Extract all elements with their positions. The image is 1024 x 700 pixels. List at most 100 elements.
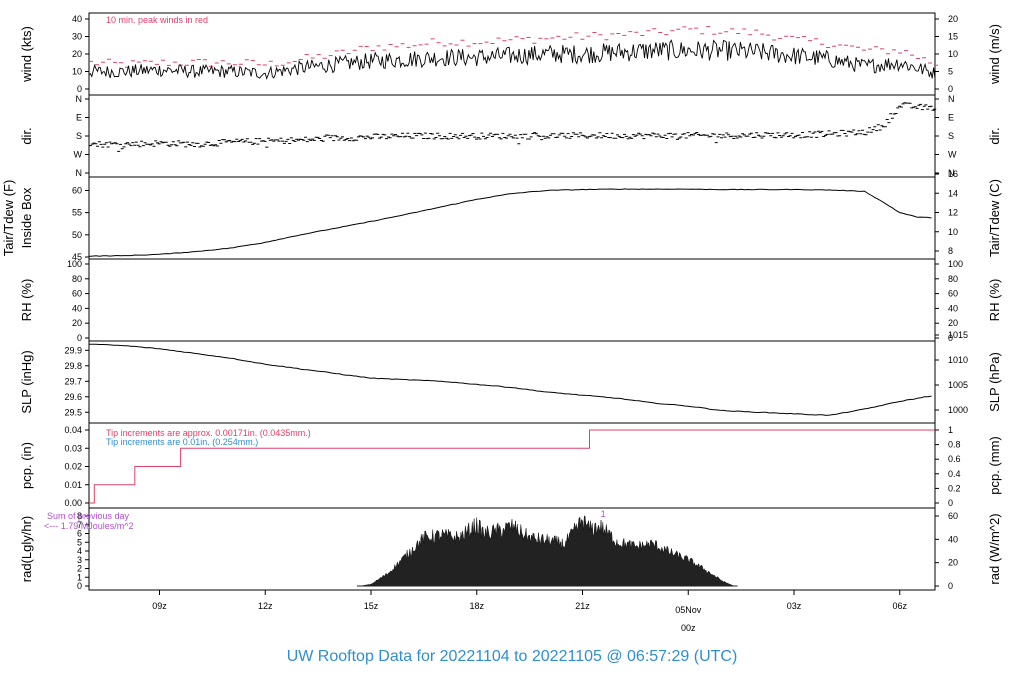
left-tick-label: 0.04	[64, 425, 82, 435]
left-tick-label: 4	[77, 546, 82, 556]
time-tick-label: 18z	[469, 601, 484, 611]
right-tick-label: 16	[948, 169, 958, 179]
right-tick-label: 100	[948, 259, 963, 269]
right-tick-label: 20	[948, 318, 958, 328]
left-axis-label: Tair/Tdew (F)	[1, 180, 16, 257]
left-tick-label: 0	[77, 581, 82, 591]
right-tick-label: 15	[948, 32, 958, 42]
left-tick-label: 20	[72, 49, 82, 59]
right-tick-label: W	[948, 150, 957, 160]
wind-direction-marks	[89, 102, 937, 152]
right-axis-label: rad (W/m^2)	[987, 513, 1002, 584]
sum-note-1: Sum of previous day	[47, 511, 130, 521]
tip-note-1: Tip increments are approx. 0.00171in. (0…	[106, 428, 311, 438]
right-axis-label: RH (%)	[987, 279, 1002, 322]
left-tick-label: 30	[72, 32, 82, 42]
left-tick-label: 20	[72, 318, 82, 328]
left-tick-label: 50	[72, 230, 82, 240]
right-tick-label: 8	[948, 246, 953, 256]
right-axis-label: SLP (hPa)	[987, 352, 1002, 412]
time-tick-label: 21z	[575, 601, 590, 611]
radiation-area	[360, 515, 735, 587]
right-tick-label: 0.4	[948, 469, 961, 479]
time-tick-label: 03z	[787, 601, 802, 611]
left-tick-label: 3	[77, 555, 82, 565]
right-tick-label: N	[948, 168, 955, 178]
right-axis-label: Tair/Tdew (C)	[987, 179, 1002, 257]
left-tick-label: 80	[72, 274, 82, 284]
left-tick-label: 40	[72, 14, 82, 24]
right-tick-label: 1005	[948, 380, 968, 390]
precip-line	[89, 429, 935, 504]
right-tick-label: 0	[948, 333, 953, 343]
left-tick-label: 0	[77, 333, 82, 343]
peak-wind-dashes	[89, 26, 938, 68]
time-tick-label: 15z	[364, 601, 379, 611]
wind-speed-line	[88, 39, 936, 80]
right-tick-label: 0	[948, 498, 953, 508]
left-tick-label: 8	[77, 511, 82, 521]
right-tick-label: 10	[948, 227, 958, 237]
temp-line	[88, 188, 932, 257]
left-axis-label: wind (kts)	[19, 26, 34, 83]
left-tick-label: 100	[67, 259, 82, 269]
left-tick-label: 5	[77, 537, 82, 547]
time-tick-label: 09z	[152, 601, 167, 611]
right-tick-label: 14	[948, 188, 958, 198]
figure-title: UW Rooftop Data for 20221104 to 20221105…	[286, 648, 738, 665]
right-tick-label: 0.6	[948, 454, 961, 464]
right-tick-label: 20	[948, 14, 958, 24]
right-tick-label: 0.2	[948, 483, 961, 493]
panel-rh: 0 20 40 60 80 100 0 20 40 60 80 100 RH (%) RH (%)	[19, 258, 1002, 343]
left-tick-label: 1	[77, 572, 82, 582]
left-tick-label: 29.5	[64, 407, 82, 417]
left-axis-label: RH (%)	[19, 279, 34, 322]
panel-pcp: 0.00 0.01 0.02 0.03 0.04 0 0.2 0.4 0.6 0.8 1 pcp. (…	[19, 422, 1002, 509]
right-tick-label: 80	[948, 274, 958, 284]
rad-marker: 1	[601, 509, 606, 519]
left-tick-label: 29.9	[64, 345, 82, 355]
peak-wind-note: 10 min. peak winds in red	[106, 15, 208, 25]
left-tick-label: 0	[77, 84, 82, 94]
left-axis-label: rad(Lgly/hr)	[19, 516, 34, 582]
left-tick-label: 55	[72, 208, 82, 218]
right-tick-label: 1015	[948, 330, 968, 340]
panel-temp: 45 50 55 60 8 10 12 14 16 Tair/Tdew (F) Inside Box…	[1, 169, 1002, 262]
right-tick-label: 1000	[948, 405, 968, 415]
slp-line	[89, 343, 932, 416]
left-tick-label: S	[76, 131, 82, 141]
left-axis-label: SLP (inHg)	[19, 350, 34, 413]
right-axis-label: dir.	[987, 127, 1002, 144]
panel-wind: 0 10 20 30 40 0 5 10 15 20 wind (kts) wind (m/s) 10 …	[19, 12, 1002, 96]
right-tick-label: 40	[948, 303, 958, 313]
left-axis-label-2: Inside Box	[19, 187, 34, 248]
left-tick-label: 29.6	[64, 392, 82, 402]
right-axis-label: wind (m/s)	[987, 24, 1002, 85]
time-tick-label: 06z	[892, 601, 907, 611]
right-tick-label: 0	[948, 84, 953, 94]
left-tick-label: 40	[72, 303, 82, 313]
left-tick-label: 0.01	[64, 480, 82, 490]
left-tick-label: 60	[72, 289, 82, 299]
midnight-date-label: 05Nov	[675, 605, 702, 615]
left-tick-label: 45	[72, 252, 82, 262]
time-tick-label: 12z	[258, 601, 273, 611]
right-tick-label: N	[948, 94, 955, 104]
midnight-hour-label: 00z	[681, 623, 696, 633]
right-tick-label: 0	[948, 581, 953, 591]
right-tick-label: E	[948, 113, 954, 123]
left-tick-label: 0.03	[64, 443, 82, 453]
right-tick-label: 5	[948, 67, 953, 77]
sum-note-2: <--- 1.79 MJoules/m^2	[44, 521, 134, 531]
left-tick-label: N	[76, 94, 83, 104]
left-tick-label: 0.02	[64, 462, 82, 472]
panel-frame	[88, 94, 936, 178]
right-tick-label: 20	[948, 558, 958, 568]
panel-slp: 29.5 29.6 29.7 29.8 29.9 1000 1005 1010 1015 SLP …	[19, 330, 1002, 424]
left-tick-label: W	[74, 150, 83, 160]
right-tick-label: 12	[948, 208, 958, 218]
left-tick-label: 60	[72, 185, 82, 195]
